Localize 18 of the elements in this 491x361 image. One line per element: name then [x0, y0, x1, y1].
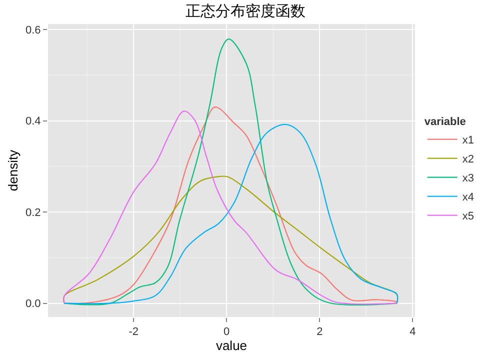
x-axis-title: value [216, 338, 248, 354]
legend-label: x1 [462, 134, 474, 147]
x-tick-label: 0 [224, 326, 230, 338]
y-tick-label: 0.0 [26, 298, 41, 310]
chart-title: 正态分布密度函数 [186, 2, 306, 20]
y-axis-title: density [5, 149, 20, 192]
x-tick-label: 4 [410, 326, 416, 338]
legend-label: x4 [462, 192, 474, 204]
line-series [62, 176, 398, 304]
y-tick-label: 0.2 [26, 206, 41, 219]
legend-label: x5 [462, 210, 474, 223]
legend-title: variable [424, 116, 466, 128]
y-tick-label: 0.6 [26, 24, 41, 36]
x-tick-label: 2 [316, 326, 323, 338]
y-tick-label: 0.4 [26, 116, 41, 128]
legend-label: x2 [462, 154, 474, 166]
x-tick-label: -2 [128, 326, 138, 338]
legend-label: x3 [462, 172, 474, 185]
